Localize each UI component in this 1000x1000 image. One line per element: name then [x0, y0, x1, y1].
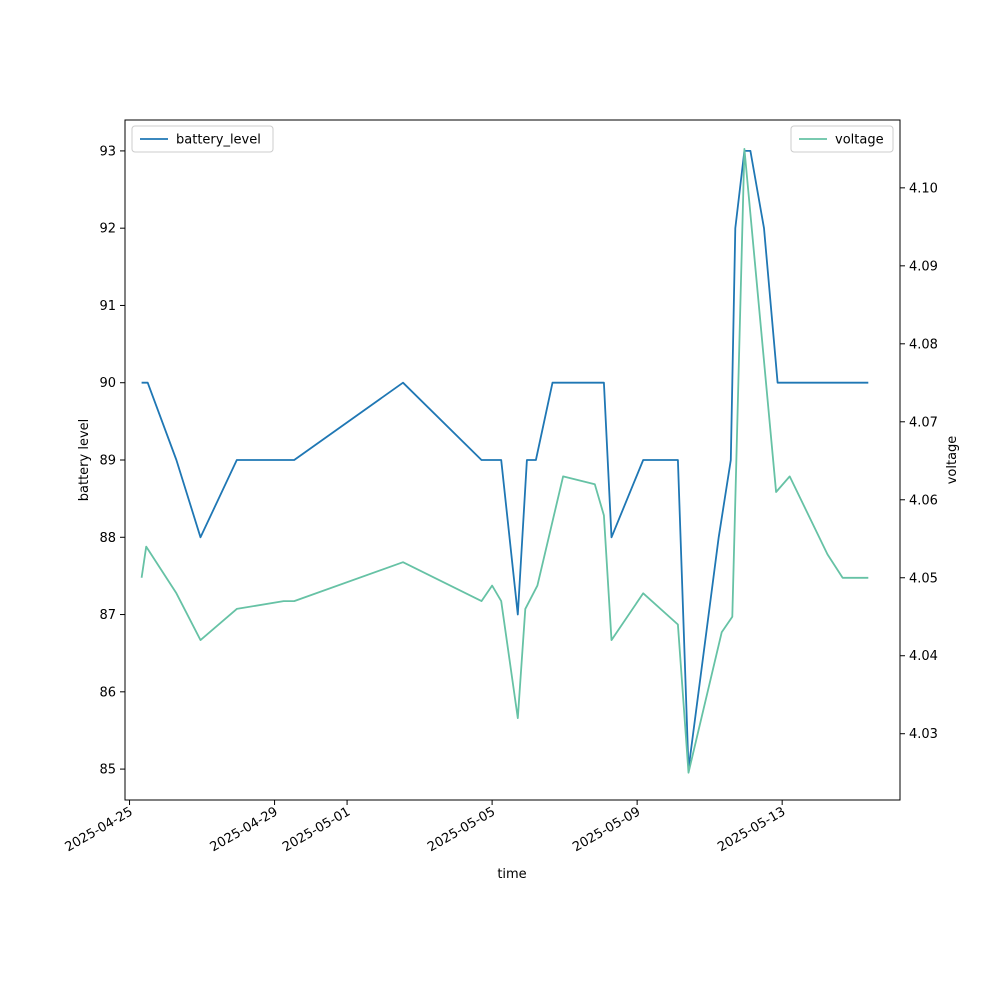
legend-battery-level: battery_level — [131, 125, 274, 153]
y-right-tick-label: 4.09 — [909, 259, 938, 274]
series-line-voltage — [140, 147, 869, 774]
y-left-tick-label: 88 — [99, 531, 116, 546]
y-left-tick-label: 89 — [99, 454, 116, 469]
y-right-tick-label: 4.08 — [909, 337, 938, 352]
y-right-tick-label: 4.04 — [909, 649, 938, 664]
y-right-axis-label: voltage — [945, 436, 960, 485]
y-right-tick-label: 4.07 — [909, 415, 938, 430]
y-right-tick-label: 4.03 — [909, 727, 938, 742]
legend-box — [131, 125, 274, 153]
x-axis-label: time — [497, 867, 526, 882]
y-left-axis-label: battery level — [77, 419, 92, 502]
y-left-tick-label: 87 — [99, 608, 116, 623]
y-left-tick-label: 91 — [99, 299, 116, 314]
y-left-tick-label: 86 — [99, 685, 116, 700]
legend-box — [790, 125, 894, 153]
legend-voltage: voltage — [790, 125, 894, 153]
y-right-tick-label: 4.05 — [909, 571, 938, 586]
y-right-tick-label: 4.10 — [909, 181, 938, 196]
y-left-tick-label: 90 — [99, 376, 116, 391]
legend-label: battery_level — [176, 133, 261, 148]
y-left-tick-label: 85 — [99, 763, 116, 778]
y-left-tick-label: 92 — [99, 222, 116, 237]
series-line-battery-level — [141, 149, 869, 770]
y-left-tick-label: 93 — [99, 144, 116, 159]
y-right-tick-label: 4.06 — [909, 493, 938, 508]
legend-label: voltage — [835, 133, 884, 148]
